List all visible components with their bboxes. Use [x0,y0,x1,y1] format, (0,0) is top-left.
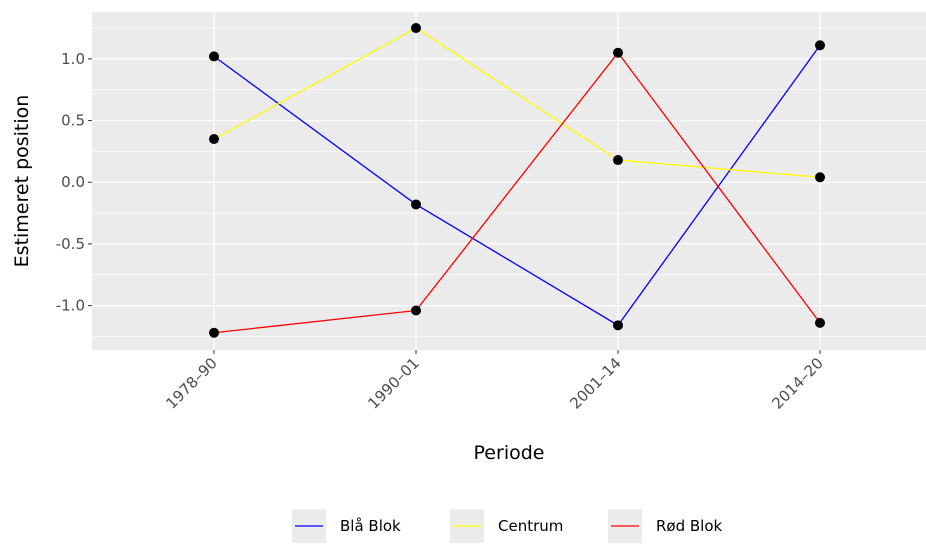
y-axis: 1.0 0.5 0.0 -0.5 -1.0 [56,50,92,315]
major-gridlines [92,12,926,350]
y-tick-label: -0.5 [56,235,85,253]
plot-panel [92,12,926,350]
series-line [213,27,821,178]
x-tick-label: 1978–90 [162,354,221,413]
x-axis-title: Periode [474,442,545,464]
data-point [411,199,421,210]
series-line [213,51,821,334]
y-axis-title: Estimeret position [11,95,33,268]
y-tick-label: 0.0 [61,173,85,191]
data-point [815,317,825,328]
x-tick-label: 2014–20 [768,354,827,413]
x-tick-label: 1990–01 [364,354,423,413]
y-tick-label: 1.0 [61,50,85,68]
data-point [815,40,825,51]
data-point [209,327,219,338]
data-point [411,23,421,34]
x-tick-label: 2001–14 [566,354,625,413]
legend: Blå Blok Centrum Rød Blok [292,509,723,543]
series-points [209,23,825,338]
y-tick-label: 0.5 [61,112,85,130]
data-point [209,51,219,62]
data-point [815,172,825,183]
data-point [613,47,623,58]
legend-label: Rød Blok [656,517,723,535]
minor-gridlines [92,27,926,337]
series-lines [213,27,821,334]
data-point [613,320,623,331]
series-line [213,44,821,327]
data-point [209,134,219,145]
y-tick-label: -1.0 [56,297,85,315]
legend-label: Centrum [498,517,563,535]
x-axis: 1978–90 1990–01 2001–14 2014–20 [162,350,827,413]
data-point [411,305,421,316]
legend-label: Blå Blok [340,517,401,535]
data-point [613,155,623,166]
